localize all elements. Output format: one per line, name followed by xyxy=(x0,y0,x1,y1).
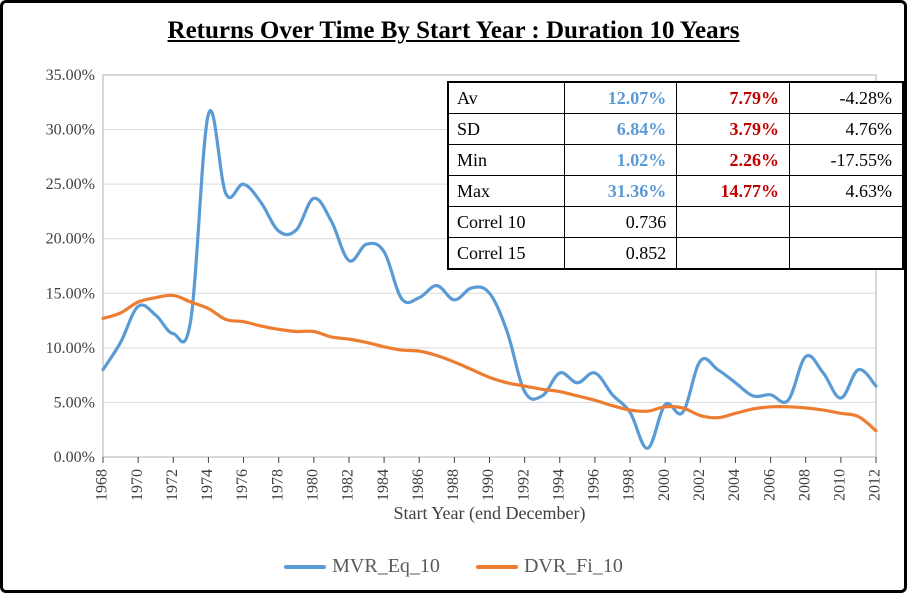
svg-text:1978: 1978 xyxy=(269,469,286,501)
svg-text:30.00%: 30.00% xyxy=(46,122,95,139)
svg-text:2012: 2012 xyxy=(867,469,884,501)
svg-text:25.00%: 25.00% xyxy=(46,176,95,193)
legend-swatch-2 xyxy=(476,565,518,569)
svg-text:2000: 2000 xyxy=(656,469,673,501)
legend-label-2: DVR_Fi_10 xyxy=(524,555,623,578)
svg-text:1984: 1984 xyxy=(375,469,392,501)
svg-text:1998: 1998 xyxy=(621,469,638,501)
svg-text:Start Year (end December): Start Year (end December) xyxy=(394,503,586,524)
chart-title: Returns Over Time By Start Year : Durati… xyxy=(3,17,904,45)
svg-text:0.00%: 0.00% xyxy=(54,449,95,466)
svg-text:1986: 1986 xyxy=(410,469,427,501)
legend-item-2: DVR_Fi_10 xyxy=(476,555,623,578)
svg-text:2002: 2002 xyxy=(691,469,708,501)
svg-text:1968: 1968 xyxy=(94,469,111,501)
legend: MVR_Eq_10 DVR_Fi_10 xyxy=(3,555,904,578)
svg-text:2006: 2006 xyxy=(761,469,778,501)
legend-swatch-1 xyxy=(284,565,326,569)
svg-text:1988: 1988 xyxy=(445,469,462,501)
legend-item-1: MVR_Eq_10 xyxy=(284,555,440,578)
svg-text:1982: 1982 xyxy=(340,469,357,501)
svg-text:1980: 1980 xyxy=(304,469,321,501)
chart-frame: Returns Over Time By Start Year : Durati… xyxy=(0,0,907,593)
svg-text:20.00%: 20.00% xyxy=(46,231,95,248)
legend-label-1: MVR_Eq_10 xyxy=(332,555,440,578)
svg-text:2008: 2008 xyxy=(796,469,813,501)
svg-text:2010: 2010 xyxy=(832,469,849,501)
svg-text:1974: 1974 xyxy=(199,469,216,501)
svg-text:10.00%: 10.00% xyxy=(46,340,95,357)
svg-text:1976: 1976 xyxy=(234,469,251,501)
svg-text:5.00%: 5.00% xyxy=(54,394,95,411)
svg-text:1994: 1994 xyxy=(550,469,567,501)
svg-text:1996: 1996 xyxy=(586,469,603,501)
svg-text:2004: 2004 xyxy=(726,469,743,501)
svg-text:1992: 1992 xyxy=(515,469,532,501)
svg-text:1972: 1972 xyxy=(164,469,181,501)
svg-text:15.00%: 15.00% xyxy=(46,285,95,302)
svg-text:35.00%: 35.00% xyxy=(46,67,95,84)
svg-text:1990: 1990 xyxy=(480,469,497,501)
svg-text:1970: 1970 xyxy=(129,469,146,501)
stats-table: Av12.07%7.79%-4.28%SD6.84%3.79%4.76%Min1… xyxy=(447,81,904,270)
